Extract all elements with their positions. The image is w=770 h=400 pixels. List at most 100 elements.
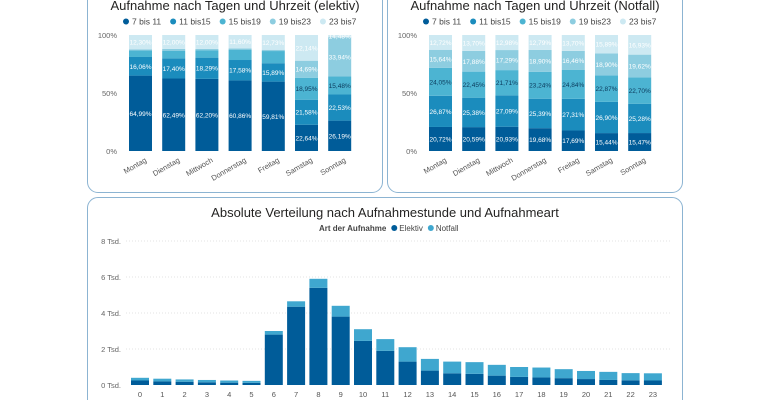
- bar-segment[interactable]: [331, 305, 350, 317]
- bar-segment[interactable]: [599, 371, 618, 380]
- bar-segment[interactable]: [264, 331, 283, 335]
- bar-segment[interactable]: [195, 78, 219, 151]
- bar-segment[interactable]: [628, 35, 652, 55]
- bar-segment[interactable]: [328, 37, 352, 77]
- bar-segment[interactable]: [599, 379, 618, 385]
- bar-segment[interactable]: [595, 53, 618, 76]
- bar-segment[interactable]: [495, 95, 519, 127]
- bar-segment[interactable]: [295, 124, 318, 151]
- bar-segment[interactable]: [175, 381, 194, 385]
- bar-segment[interactable]: [495, 50, 519, 71]
- bar-segment[interactable]: [376, 350, 395, 385]
- bar-segment[interactable]: [287, 301, 306, 307]
- bar-segment[interactable]: [228, 35, 252, 49]
- bar-segment[interactable]: [398, 361, 417, 385]
- bar-segment[interactable]: [129, 50, 152, 57]
- bar-segment[interactable]: [561, 35, 585, 51]
- bar-segment[interactable]: [443, 361, 462, 374]
- bar-segment[interactable]: [328, 120, 352, 151]
- bar-segment[interactable]: [228, 80, 252, 151]
- bar-segment[interactable]: [465, 373, 484, 385]
- bar-segment[interactable]: [195, 48, 219, 51]
- bar-segment[interactable]: [220, 382, 239, 385]
- bar-segment[interactable]: [621, 380, 640, 385]
- bar-segment[interactable]: [242, 382, 261, 385]
- bar-segment[interactable]: [495, 126, 519, 151]
- bar-segment[interactable]: [175, 379, 194, 382]
- bar-segment[interactable]: [595, 101, 618, 134]
- bar-segment[interactable]: [595, 75, 618, 102]
- bar-segment[interactable]: [510, 376, 529, 385]
- bar-segment[interactable]: [561, 98, 585, 131]
- bar-segment[interactable]: [528, 98, 552, 129]
- bar-segment[interactable]: [462, 50, 486, 72]
- bar-segment[interactable]: [228, 48, 252, 50]
- bar-segment[interactable]: [197, 379, 216, 383]
- bar-segment[interactable]: [429, 95, 452, 127]
- bar-segment[interactable]: [328, 76, 352, 95]
- bar-segment[interactable]: [354, 340, 372, 385]
- bar-segment[interactable]: [153, 378, 172, 382]
- bar-segment[interactable]: [162, 78, 186, 151]
- bar-segment[interactable]: [628, 103, 652, 134]
- bar-segment[interactable]: [628, 77, 652, 104]
- bar-segment[interactable]: [398, 347, 417, 362]
- bar-segment[interactable]: [162, 48, 186, 51]
- bar-segment[interactable]: [295, 60, 318, 78]
- bar-segment[interactable]: [528, 35, 552, 50]
- bar-segment[interactable]: [561, 69, 585, 99]
- bar-segment[interactable]: [643, 373, 662, 381]
- bar-segment[interactable]: [510, 367, 529, 377]
- bar-segment[interactable]: [628, 54, 652, 78]
- bar-segment[interactable]: [287, 306, 306, 385]
- bar-segment[interactable]: [429, 49, 452, 68]
- bar-segment[interactable]: [577, 370, 595, 380]
- bar-segment[interactable]: [295, 35, 318, 61]
- bar-segment[interactable]: [462, 35, 486, 51]
- bar-segment[interactable]: [429, 126, 452, 151]
- bar-segment[interactable]: [462, 127, 486, 151]
- bar-segment[interactable]: [195, 50, 219, 58]
- bar-segment[interactable]: [264, 334, 283, 385]
- bar-segment[interactable]: [261, 49, 285, 52]
- bar-segment[interactable]: [162, 50, 186, 59]
- bar-segment[interactable]: [420, 358, 439, 371]
- bar-segment[interactable]: [131, 380, 149, 386]
- bar-segment[interactable]: [561, 130, 585, 151]
- bar-segment[interactable]: [354, 329, 372, 341]
- bar-segment[interactable]: [429, 35, 452, 50]
- bar-segment[interactable]: [197, 382, 216, 385]
- bar-segment[interactable]: [577, 379, 595, 385]
- bar-segment[interactable]: [643, 380, 662, 386]
- bar-segment[interactable]: [561, 50, 585, 70]
- bar-segment[interactable]: [628, 133, 652, 151]
- bar-segment[interactable]: [309, 278, 328, 288]
- bar-segment[interactable]: [487, 375, 506, 385]
- bar-segment[interactable]: [595, 35, 618, 54]
- bar-segment[interactable]: [532, 367, 551, 378]
- bar-segment[interactable]: [129, 75, 152, 151]
- bar-segment[interactable]: [220, 380, 239, 383]
- bar-segment[interactable]: [195, 35, 219, 49]
- bar-segment[interactable]: [528, 128, 552, 151]
- bar-segment[interactable]: [462, 71, 486, 98]
- bar-segment[interactable]: [443, 373, 462, 385]
- bar-segment[interactable]: [532, 377, 551, 385]
- bar-segment[interactable]: [228, 49, 252, 61]
- bar-segment[interactable]: [261, 63, 285, 82]
- bar-segment[interactable]: [429, 67, 452, 96]
- bar-segment[interactable]: [376, 339, 395, 351]
- bar-segment[interactable]: [295, 99, 318, 125]
- bar-segment[interactable]: [328, 94, 352, 121]
- bar-segment[interactable]: [295, 77, 318, 100]
- bar-segment[interactable]: [331, 316, 350, 385]
- bar-segment[interactable]: [228, 60, 252, 81]
- bar-segment[interactable]: [528, 49, 552, 72]
- bar-segment[interactable]: [195, 57, 219, 79]
- bar-segment[interactable]: [261, 51, 285, 64]
- bar-segment[interactable]: [162, 35, 186, 49]
- bar-segment[interactable]: [129, 49, 152, 51]
- bar-segment[interactable]: [153, 381, 172, 385]
- bar-segment[interactable]: [261, 81, 285, 151]
- bar-segment[interactable]: [528, 71, 552, 99]
